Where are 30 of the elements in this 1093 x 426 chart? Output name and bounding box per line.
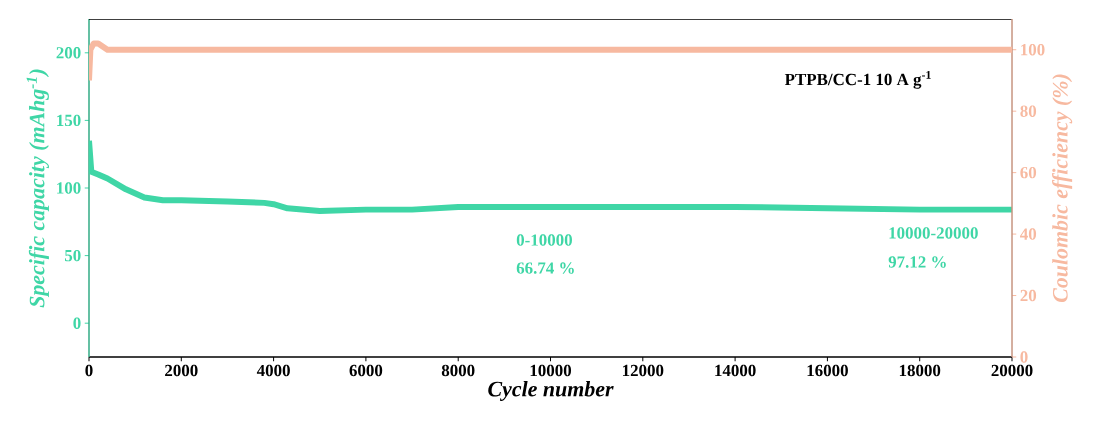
annotation: 10000-20000 xyxy=(889,227,978,239)
x-tick-label: 10000 xyxy=(530,364,572,377)
y2-tick-label: 80 xyxy=(1020,105,1037,117)
x-tick-label: 6000 xyxy=(349,364,383,377)
x-tick-label: 20000 xyxy=(991,364,1033,377)
annotation: 0-10000 xyxy=(516,234,572,246)
y-tick-label: 100 xyxy=(57,182,81,194)
y-tick-label: 200 xyxy=(56,47,81,59)
annotation: 97.12 % xyxy=(888,256,946,268)
x-tick-label: 2000 xyxy=(165,364,198,377)
y2-tick-label: 100 xyxy=(1021,44,1045,56)
y-tick-label: 150 xyxy=(57,114,81,127)
y2-tick-label: 20 xyxy=(1020,289,1037,302)
y-tick-label: 50 xyxy=(64,249,81,262)
y2-tick-label: 0 xyxy=(1020,351,1028,363)
x-tick-label: 0 xyxy=(85,364,93,377)
y2-tick-label: 40 xyxy=(1020,228,1037,240)
y2-tick-label: 60 xyxy=(1020,166,1037,179)
annotation: PTPB/CC-1 10 A g$^{-1}$ xyxy=(784,70,931,89)
y2-axis-title: Coulombic efficiency (%) xyxy=(1052,74,1073,303)
x-tick-label: 14000 xyxy=(715,364,756,377)
y-axis-title: Specific capacity (mAhg$^{-1}$) xyxy=(26,69,49,308)
x-tick-label: 18000 xyxy=(899,364,941,377)
x-tick-label: 12000 xyxy=(622,364,664,377)
x-tick-label: 16000 xyxy=(807,364,848,377)
y-tick-label: 0 xyxy=(73,317,81,329)
x-tick-label: 4000 xyxy=(256,364,290,377)
annotation: 66.74 % xyxy=(516,262,574,274)
x-axis-title: Cycle number xyxy=(488,381,614,401)
x-tick-label: 8000 xyxy=(441,364,475,377)
